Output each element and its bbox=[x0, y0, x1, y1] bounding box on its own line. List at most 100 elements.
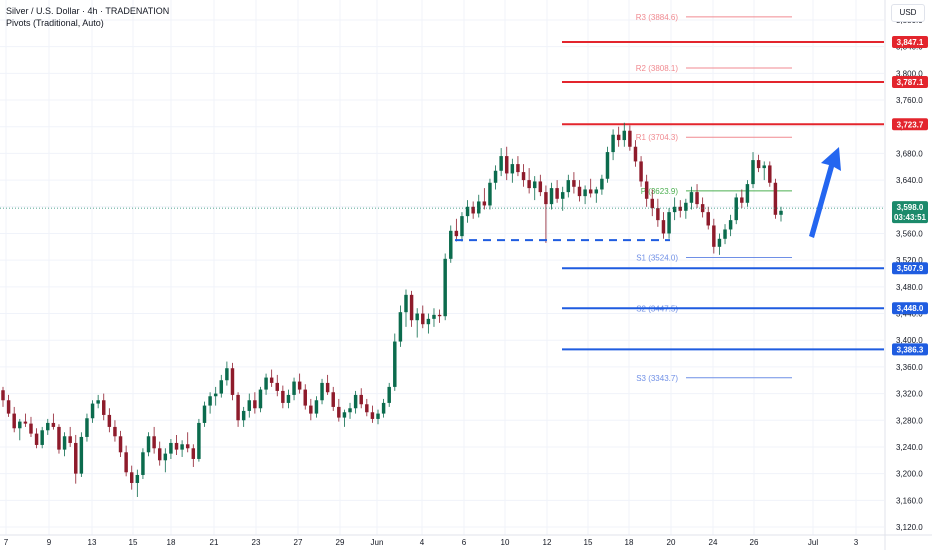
y-tick-label: 3,560.0 bbox=[896, 229, 923, 238]
candle-bear bbox=[1, 390, 5, 401]
candle-bull bbox=[202, 405, 207, 423]
candle-bull bbox=[723, 229, 727, 239]
candle-bull bbox=[180, 444, 184, 450]
candle-bull bbox=[348, 408, 352, 413]
key-level-badge bbox=[892, 118, 928, 131]
candle-bear bbox=[337, 406, 341, 418]
candle-bull bbox=[594, 189, 599, 194]
candle-bull bbox=[62, 436, 67, 450]
candle-bear bbox=[365, 404, 369, 413]
countdown-label: 03:43:51 bbox=[894, 213, 927, 222]
candle-bear bbox=[656, 208, 660, 221]
indicator-legend[interactable]: Pivots (Traditional, Auto) bbox=[6, 18, 104, 28]
candle-bull bbox=[477, 201, 481, 214]
candle-bull bbox=[549, 188, 554, 205]
x-tick-label: 13 bbox=[88, 538, 97, 547]
candle-bull bbox=[146, 436, 151, 453]
candle-bear bbox=[51, 422, 56, 427]
candle-bull bbox=[96, 400, 100, 404]
y-tick-label: 3,760.0 bbox=[896, 96, 923, 105]
candle-bull bbox=[393, 341, 397, 387]
candle-bear bbox=[325, 382, 330, 393]
candle-bull bbox=[387, 386, 391, 403]
current-price-badge bbox=[892, 201, 928, 224]
candle-bear bbox=[297, 381, 302, 390]
currency-button[interactable]: USD bbox=[891, 4, 925, 22]
candle-bear bbox=[230, 368, 235, 395]
candle-bull bbox=[684, 202, 688, 211]
candle-bull bbox=[460, 216, 464, 237]
candle-bull bbox=[342, 412, 347, 418]
candle-bear bbox=[185, 444, 190, 449]
candle-bear bbox=[68, 436, 72, 443]
y-tick-label: 3,640.0 bbox=[896, 176, 923, 185]
key-level-badge bbox=[892, 343, 928, 356]
candle-bull bbox=[85, 418, 89, 437]
x-tick-label: 21 bbox=[210, 538, 219, 547]
candle-bear bbox=[102, 400, 106, 415]
candle-bull bbox=[751, 160, 755, 185]
candle-bull bbox=[510, 164, 515, 174]
candle-bear bbox=[471, 206, 475, 214]
candle-bull bbox=[600, 178, 604, 190]
x-tick-label: 23 bbox=[252, 538, 261, 547]
candle-bear bbox=[34, 433, 39, 445]
x-tick-label: 4 bbox=[420, 538, 425, 547]
candle-bear bbox=[269, 377, 274, 383]
candle-bear bbox=[152, 436, 156, 449]
candle-bear bbox=[23, 421, 28, 424]
candle-bear bbox=[437, 314, 442, 317]
candle-bull bbox=[426, 318, 431, 325]
pivot-label: R2 (3808.1) bbox=[636, 64, 679, 73]
candle-bull bbox=[762, 165, 766, 169]
candle-bear bbox=[359, 394, 363, 405]
pivot-label: P (3623.9) bbox=[641, 187, 679, 196]
key-level-badge-label: 3,723.7 bbox=[897, 120, 924, 129]
x-tick-label: 26 bbox=[750, 538, 759, 547]
x-tick-label: 24 bbox=[709, 538, 718, 547]
candle-bull bbox=[241, 410, 246, 421]
symbol-title: Silver / U.S. Dollar · 4h · TRADENATION bbox=[6, 6, 170, 16]
candle-bull bbox=[376, 413, 380, 419]
y-tick-label: 3,360.0 bbox=[896, 363, 923, 372]
candle-bear bbox=[303, 389, 307, 406]
key-level-badge-label: 3,448.0 bbox=[897, 304, 924, 313]
key-level-badge-label: 3,787.1 bbox=[897, 78, 924, 87]
candle-bear bbox=[331, 392, 335, 407]
y-tick-label: 3,280.0 bbox=[896, 416, 923, 425]
candle-bull bbox=[667, 212, 671, 234]
candle-bull bbox=[566, 180, 571, 193]
candle-bull bbox=[415, 313, 419, 321]
pivot-label: R1 (3704.3) bbox=[636, 133, 679, 142]
candle-bear bbox=[678, 206, 682, 211]
pivot-label: S1 (3524.0) bbox=[636, 253, 678, 262]
candle-bear bbox=[29, 423, 33, 434]
candle-bull bbox=[141, 452, 145, 475]
candle-bull bbox=[18, 421, 22, 429]
candle-bull bbox=[381, 402, 386, 414]
candle-bear bbox=[124, 452, 128, 473]
candle-bear bbox=[773, 182, 778, 215]
y-tick-label: 3,240.0 bbox=[896, 443, 923, 452]
candle-bear bbox=[555, 188, 559, 199]
x-tick-label: 18 bbox=[167, 538, 176, 547]
y-tick-label: 3,520.0 bbox=[896, 256, 923, 265]
candle-bear bbox=[661, 220, 666, 234]
candle-bull bbox=[398, 312, 403, 342]
y-tick-label: 3,160.0 bbox=[896, 496, 923, 505]
y-tick-label: 3,480.0 bbox=[896, 283, 923, 292]
candle-bull bbox=[219, 380, 224, 394]
candle-bull bbox=[779, 210, 783, 215]
key-level-badge bbox=[892, 262, 928, 275]
candle-bear bbox=[253, 400, 257, 409]
candle-bull bbox=[449, 230, 453, 259]
candle-bull bbox=[488, 182, 492, 206]
candle-bull bbox=[689, 192, 694, 203]
candle-bear bbox=[756, 160, 761, 169]
key-level-badge-label: 3,507.9 bbox=[897, 264, 924, 273]
candle-bull bbox=[404, 294, 408, 313]
candle-bull bbox=[745, 184, 750, 203]
candle-bear bbox=[740, 197, 744, 203]
